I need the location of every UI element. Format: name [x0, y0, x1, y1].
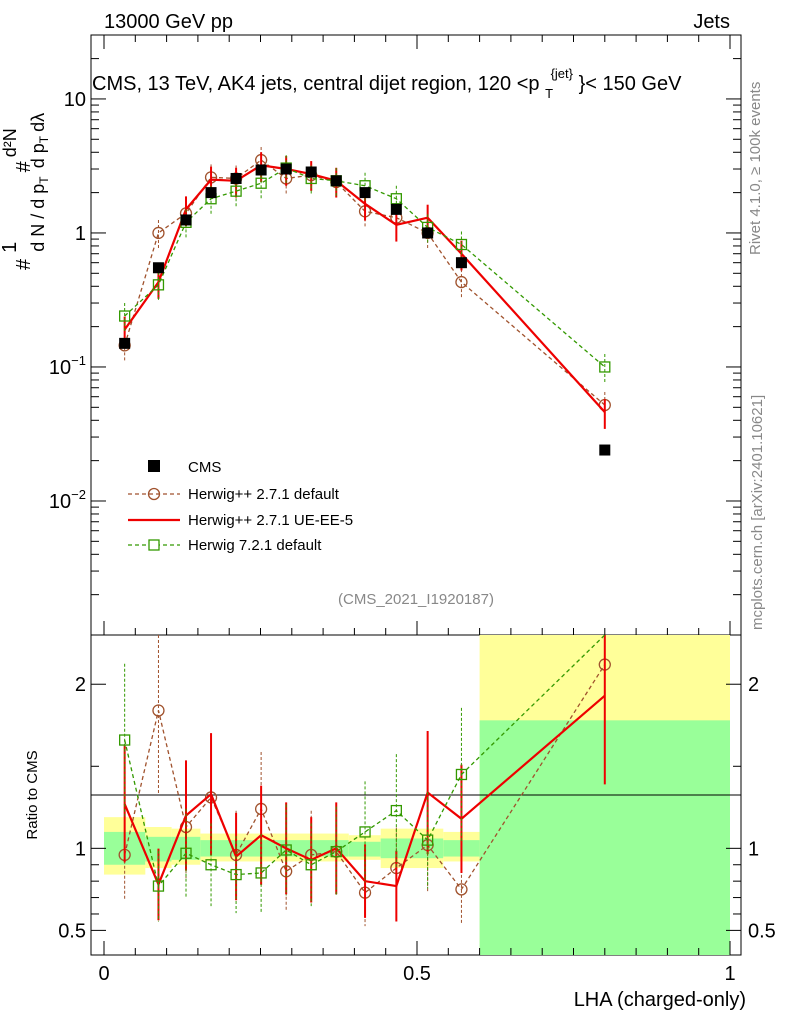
- ratio-y-tick-label-right: 2: [748, 674, 759, 696]
- ratio-point: [152, 880, 165, 892]
- main-series: [118, 147, 611, 456]
- main-ylabel-text: #1 d N / d pT#d²N d pTdλ: [0, 113, 51, 270]
- x-tick-label: 0.5: [403, 963, 431, 985]
- ratio-y-tick-label-left: 1: [75, 838, 86, 860]
- series-point: [230, 185, 242, 197]
- title-sub: T: [545, 86, 553, 101]
- main-ylabel: #1 d N / d pT#d²N d pTdλ: [0, 113, 51, 270]
- title-sup: {jet}: [551, 66, 574, 81]
- legend-cms-label: CMS: [188, 459, 221, 476]
- cms-point: [119, 337, 131, 349]
- series-point: [152, 279, 165, 291]
- x-axis-label: LHA (charged-only): [574, 989, 746, 1011]
- ratio-point: [455, 883, 468, 896]
- legend-hpp-ueee5-label: Herwig++ 2.7.1 UE-EE-5: [188, 512, 353, 529]
- legend: CMS Herwig++ 2.7.1 default Herwig++ 2.7.…: [128, 459, 353, 554]
- ratio-y-tick-label-left: 2: [75, 674, 86, 696]
- title-main: CMS, 13 TeV, AK4 jets, central dijet reg…: [92, 73, 540, 95]
- ratio-line-2: [123, 694, 606, 888]
- legend-cms-marker: [148, 460, 160, 472]
- title-tail: }< 150 GeV: [579, 73, 683, 95]
- cms-point: [280, 163, 292, 175]
- x-tick-label: 1: [724, 963, 735, 985]
- ratio-line-1: [124, 664, 606, 894]
- legend-hpp-default-label: Herwig++ 2.7.1 default: [188, 486, 340, 503]
- analysis-tag: (CMS_2021_I1920187): [338, 591, 494, 608]
- cms-point: [180, 214, 192, 226]
- legend-h7-default-marker: [148, 539, 160, 551]
- header-energy: 13000 GeV pp: [104, 11, 233, 33]
- legend-hpp-default-marker: [147, 487, 161, 501]
- rivet-version: Rivet 4.1.0, ≥ 100k events: [747, 82, 764, 255]
- ratio-ylabel: Ratio to CMS: [24, 750, 41, 839]
- cms-point: [359, 187, 371, 199]
- series-line-2: [123, 164, 606, 413]
- main-y-tick-label: 1: [75, 223, 86, 245]
- ratio-point: [421, 834, 434, 846]
- ratio-point: [180, 847, 192, 859]
- cms-point: [599, 444, 611, 456]
- ratio-point: [359, 826, 371, 838]
- main-y-tick-label: 10−2: [49, 487, 86, 513]
- series-point: [599, 361, 611, 373]
- legend-h7-default-label: Herwig 7.2.1 default: [188, 537, 322, 554]
- axis-ticks: 10 1 10−1 10−2 2 2 1 1 0.5 0.5 0 0.5 1: [49, 34, 776, 985]
- cms-point: [422, 227, 434, 239]
- main-y-tick-label: 10: [64, 89, 86, 111]
- cms-point: [455, 257, 467, 269]
- main-y-tick-label: 10−1: [49, 353, 86, 379]
- ratio-point: [205, 859, 217, 871]
- ratio-point: [152, 704, 165, 717]
- header-category: Jets: [693, 11, 730, 33]
- series-point: [119, 310, 131, 322]
- cms-point: [330, 175, 342, 187]
- series-point: [390, 193, 402, 205]
- ratio-point: [255, 867, 267, 879]
- ratio-point: [390, 804, 402, 817]
- x-tick-label: 0: [98, 963, 109, 985]
- cms-point: [255, 164, 267, 176]
- ratio-series: [118, 634, 611, 927]
- cms-point: [390, 203, 402, 215]
- series-point: [455, 238, 468, 251]
- ratio-y-tick-label-right: 1: [748, 838, 759, 860]
- ratio-point: [280, 844, 292, 856]
- series-point: [152, 226, 165, 240]
- cms-point: [205, 187, 217, 199]
- series-point: [255, 177, 267, 189]
- ratio-point: [305, 859, 317, 871]
- ratio-point: [230, 868, 242, 881]
- cms-point: [230, 172, 242, 184]
- ratio-y-tick-label-right: 0.5: [748, 920, 776, 942]
- mcplots-label: mcplots.cern.ch [arXiv:2401.10621]: [749, 395, 766, 630]
- plot-title: CMS, 13 TeV, AK4 jets, central dijet reg…: [92, 61, 682, 103]
- ratio-point: [119, 734, 131, 746]
- series-point: [455, 275, 468, 289]
- cms-point: [152, 262, 164, 274]
- ratio-y-tick-label-left: 0.5: [58, 920, 86, 942]
- cms-point: [305, 166, 317, 178]
- ratio-point: [455, 768, 468, 781]
- ratio-point: [330, 845, 342, 858]
